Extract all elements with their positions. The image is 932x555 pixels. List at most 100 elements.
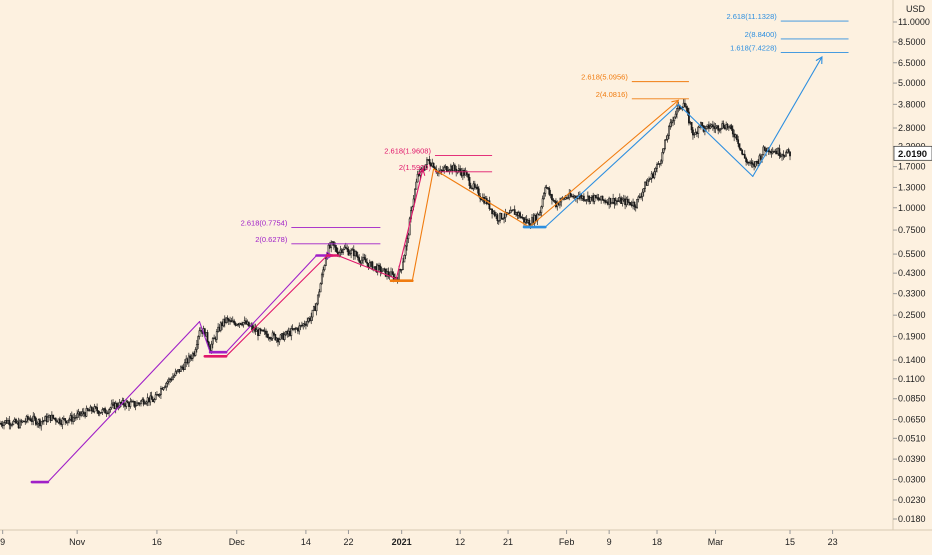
x-tick-label: Mar <box>708 537 724 547</box>
candle-body <box>193 352 196 356</box>
candle-body <box>229 320 231 322</box>
candle-body <box>36 422 39 425</box>
candle-body <box>214 337 217 340</box>
candle-body <box>488 200 491 210</box>
candle-body <box>346 247 349 250</box>
candle-body <box>731 128 734 135</box>
candle-body <box>134 405 137 407</box>
candle-body <box>69 415 72 420</box>
candle-body <box>685 106 688 109</box>
candle-body <box>199 330 202 332</box>
candle-body <box>528 219 531 226</box>
candle-body <box>175 370 178 373</box>
x-tick-label: 23 <box>828 537 838 547</box>
candle-body <box>567 197 569 199</box>
candle-body <box>258 328 261 336</box>
candle-body <box>89 406 92 412</box>
candle-body <box>404 245 407 256</box>
candle-body <box>709 125 712 129</box>
candle-body <box>779 155 782 157</box>
pattern-2-arrowhead <box>417 167 426 176</box>
x-tick-label: 2021 <box>392 537 412 547</box>
candle-body <box>316 294 319 305</box>
candle-body <box>609 197 612 205</box>
candle-body <box>641 191 644 197</box>
candle-body <box>348 253 351 256</box>
y-tick-label: 11.0000 <box>898 17 930 27</box>
candle-body <box>77 411 80 415</box>
candle-body <box>278 339 281 343</box>
candle-body <box>97 410 100 415</box>
candle-body <box>660 160 662 164</box>
candle-body <box>307 318 310 322</box>
candle-body <box>751 163 754 165</box>
candle-body <box>777 148 779 155</box>
candle-body <box>653 171 656 178</box>
candle-body <box>29 418 32 422</box>
candle-body <box>68 419 71 422</box>
candle-body <box>741 149 744 155</box>
candle-body <box>440 169 443 172</box>
candle-body <box>431 162 434 167</box>
candle-body <box>164 386 166 389</box>
x-tick-label: 15 <box>785 537 795 547</box>
candle-body <box>110 403 113 409</box>
candle-body <box>523 217 525 223</box>
candle-body <box>638 196 641 198</box>
candle-body <box>141 399 144 402</box>
candle-body <box>267 337 270 339</box>
candle-body <box>633 201 636 207</box>
x-tick-label: 9 <box>0 537 5 547</box>
candle-body <box>688 111 690 124</box>
candle-body <box>109 407 112 411</box>
candle-body <box>543 193 545 200</box>
candle-body <box>185 358 188 363</box>
candle-body <box>312 306 315 311</box>
candle-body <box>503 217 505 219</box>
candle-body <box>106 412 109 415</box>
candle-body <box>513 209 516 215</box>
candle-body <box>144 403 146 405</box>
candle-body <box>632 201 634 207</box>
candle-body <box>696 131 698 134</box>
candle-body <box>293 328 295 330</box>
y-tick-label: 0.4300 <box>898 268 926 278</box>
candle-body <box>545 187 548 189</box>
candle-body <box>157 394 160 396</box>
candle-body <box>179 366 182 372</box>
candle-body <box>770 151 773 154</box>
candle-body <box>146 397 149 403</box>
candle-body <box>340 249 343 253</box>
candle-body <box>416 173 419 183</box>
candle-body <box>517 212 520 216</box>
candle-body <box>509 209 512 214</box>
candle-body <box>298 325 301 332</box>
y-tick-label: 0.0510 <box>898 433 926 443</box>
candle-body <box>642 188 645 193</box>
candle-body <box>213 337 216 339</box>
candle-body <box>57 418 60 423</box>
candle-body <box>327 244 330 255</box>
candle-body <box>758 155 761 164</box>
candle-body <box>672 120 674 123</box>
candle-body <box>492 211 495 215</box>
candle-body <box>274 334 277 341</box>
pattern-1-segment <box>225 254 318 353</box>
candle-body <box>499 212 501 221</box>
x-tick-label: 9 <box>607 537 612 547</box>
candle-body <box>269 337 271 340</box>
candle-body <box>664 139 666 149</box>
candle-body <box>96 407 98 412</box>
candle-body <box>294 328 297 330</box>
candle-body <box>148 397 150 403</box>
candle-body <box>428 159 431 165</box>
candle-body <box>711 124 714 127</box>
candle-body <box>66 420 69 424</box>
candle-body <box>602 199 605 201</box>
candle-body <box>743 154 746 159</box>
y-tick-label: 0.1900 <box>898 331 926 341</box>
candle-body <box>459 168 462 172</box>
candle-body <box>414 188 416 200</box>
